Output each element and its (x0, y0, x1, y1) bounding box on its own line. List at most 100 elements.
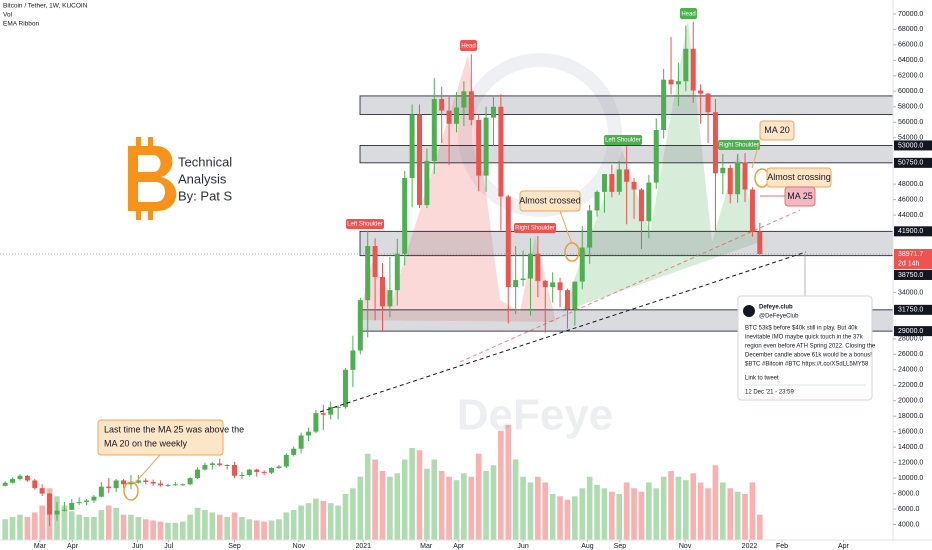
y-tick-label: 14000.0 (898, 444, 923, 451)
volume-bar (461, 473, 467, 540)
y-tick-label: 62000.0 (898, 73, 923, 80)
candle-body (624, 169, 630, 182)
volume-bar (246, 519, 253, 540)
volume-bar (623, 482, 630, 540)
callout-text: MA 25 (787, 191, 813, 201)
volume-bar (705, 488, 711, 540)
candle-body (135, 480, 141, 483)
head-shoulders-green (562, 20, 760, 312)
pattern-label: Left Shoulder (347, 222, 383, 228)
candle-body (239, 475, 245, 477)
pattern-tag (514, 223, 556, 233)
volume-bar (9, 517, 16, 540)
candle-body (424, 160, 430, 206)
volume-bar (542, 482, 549, 540)
candle-body (24, 475, 30, 481)
x-tick-label: Jul (164, 543, 173, 550)
x-tick-label: Jun (517, 543, 528, 550)
y-tick-label: 16000.0 (898, 429, 923, 436)
y-tick-label: 44000.0 (898, 212, 923, 219)
volume-bar (468, 476, 475, 540)
candle-body (224, 464, 230, 466)
candle-body (84, 500, 90, 503)
price-label-box (894, 226, 932, 237)
volume-bar (290, 510, 297, 540)
price-label-box (894, 157, 932, 168)
pattern-label: Right Shoulder (719, 143, 759, 149)
candle-body (668, 79, 674, 85)
candle-body (498, 106, 504, 197)
candle-body (712, 112, 718, 174)
candle-body (394, 253, 400, 291)
candle-body (638, 189, 644, 222)
price-label: 50750.0 (898, 160, 923, 167)
callout-text: MA 20 on the weekly (104, 438, 188, 448)
countdown: 2d 14h (898, 260, 920, 267)
volume-bar (224, 517, 230, 540)
candle-body (557, 282, 563, 291)
pattern-tag (718, 140, 760, 150)
candle-body (380, 276, 386, 307)
candle-body (372, 246, 378, 277)
volume-bar (61, 505, 68, 540)
y-tick-label: 28000.0 (898, 336, 923, 343)
candle-body (631, 181, 637, 190)
candle-body (121, 480, 127, 485)
candle-body (54, 510, 60, 515)
zone (359, 230, 894, 257)
candle-body (757, 231, 763, 254)
price-label: 41900.0 (898, 228, 923, 235)
volume-bar (609, 491, 615, 540)
callout-box (97, 419, 224, 456)
volume-bar (749, 482, 756, 540)
volume-bar (2, 519, 8, 540)
y-tick-label: 20000.0 (898, 398, 923, 405)
x-tick-label: Aug (581, 543, 594, 550)
volume-bar (165, 522, 171, 540)
volume-bar (305, 503, 312, 540)
volume-bar (446, 476, 452, 540)
candle-body (217, 463, 223, 465)
candle-body (735, 162, 741, 195)
volume-bar (276, 519, 282, 540)
bitcoin-logo (128, 146, 177, 211)
volume-bar (616, 494, 623, 540)
callout-pointer (751, 139, 761, 169)
pattern-label: Head (681, 12, 695, 18)
y-tick-label: 66000.0 (898, 42, 923, 49)
candle-body (17, 475, 23, 479)
callout-box (519, 190, 581, 212)
volume-bar (91, 517, 97, 540)
volume-bar (394, 473, 401, 540)
symbol-title: Bitcoin / Tether, 1W, KUCOIN (3, 3, 88, 10)
price-label: 29000.0 (898, 328, 923, 335)
x-tick-label: Sep (228, 543, 241, 550)
volume-bar (202, 510, 208, 540)
volume-bar (631, 488, 637, 540)
volume-bar (498, 430, 504, 540)
volume-bar (416, 450, 423, 540)
volume-bar (668, 471, 674, 540)
candle-body (246, 469, 252, 476)
volume-bar (594, 484, 600, 540)
volume-bar (209, 512, 216, 540)
tweet-avatar (743, 305, 755, 317)
bitcoin-logo (136, 137, 141, 147)
callout-pointer (133, 454, 161, 485)
volume-bar (653, 488, 660, 540)
trend-line (459, 209, 801, 363)
volume-bar (490, 465, 497, 540)
candle-body (505, 196, 511, 288)
y-tick-label: 56000.0 (898, 119, 923, 126)
candle-body (195, 469, 201, 479)
candle-body (387, 290, 393, 307)
volume-bar (39, 505, 45, 540)
candle-body (594, 191, 600, 211)
bitcoin-logo (136, 210, 141, 220)
volume-bar (172, 522, 179, 540)
candle-body (476, 119, 482, 176)
volume-bar (586, 476, 593, 540)
tweet-link[interactable]: Link to tweet (745, 376, 779, 382)
volume-bar (527, 482, 534, 540)
candle-body (39, 488, 45, 494)
